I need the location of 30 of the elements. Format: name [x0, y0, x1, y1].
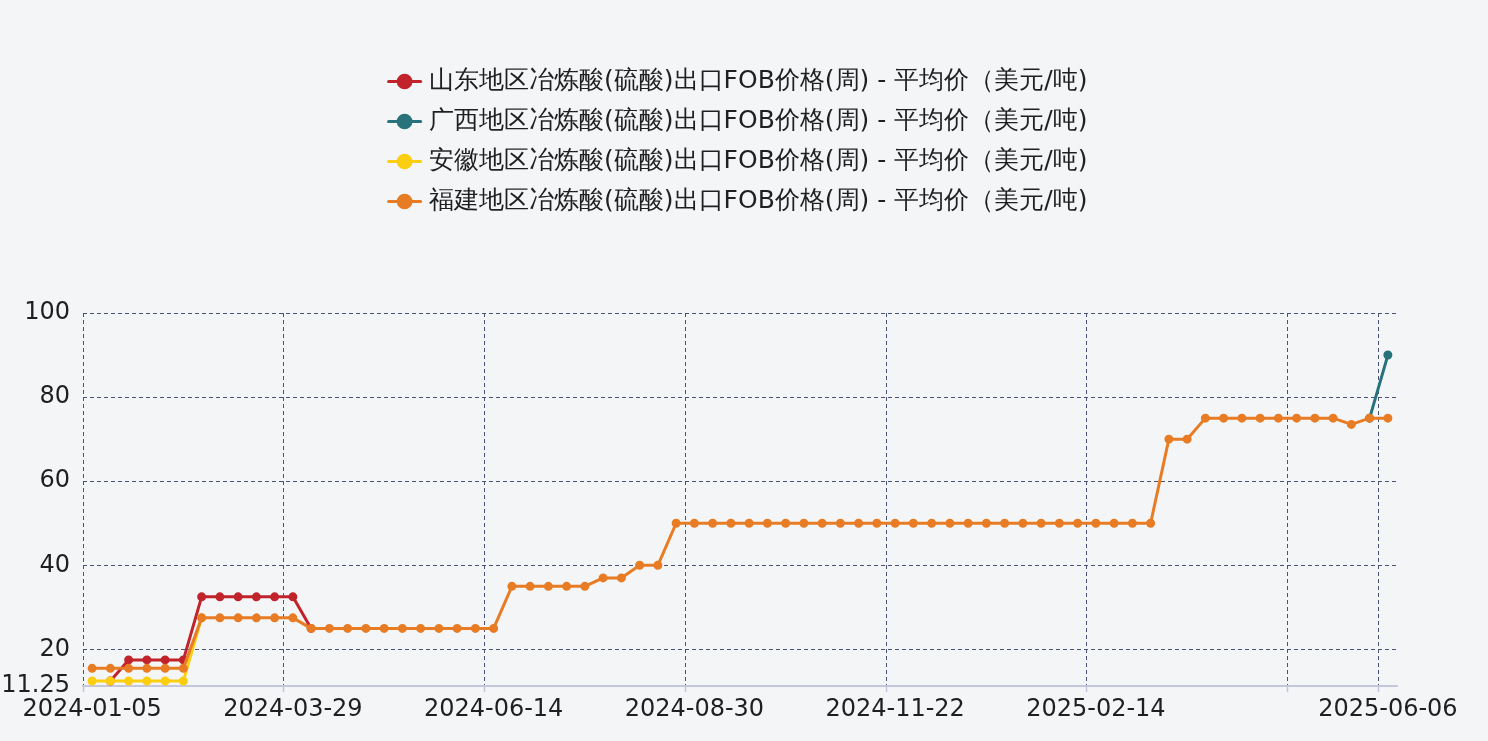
x-tick-label: 2024-06-14 — [423, 693, 564, 722]
point — [124, 676, 134, 686]
y-tick-label: 80 — [39, 381, 70, 410]
point — [87, 676, 97, 686]
point — [142, 676, 152, 686]
x-tick-label: 2025-06-06 — [1318, 693, 1458, 722]
point — [160, 655, 170, 665]
x-tick-label: 2024-11-22 — [825, 693, 965, 722]
y-tick-label: 100 — [24, 297, 70, 326]
x-tick-label: 2024-08-30 — [624, 693, 765, 722]
legend-label: 福建地区冶炼酸(硫酸)出口FOB价格(周) - 平均价（美元/吨) — [429, 185, 1088, 214]
point — [215, 592, 225, 602]
y-tick-label: 20 — [39, 633, 70, 662]
legend-label: 广西地区冶炼酸(硫酸)出口FOB价格(周) - 平均价（美元/吨) — [429, 105, 1088, 134]
y-tick-label: 60 — [39, 465, 70, 494]
point — [251, 592, 261, 602]
y-tick-label: 40 — [39, 549, 70, 578]
legend-label: 安徽地区冶炼酸(硫酸)出口FOB价格(周) - 平均价（美元/吨) — [429, 145, 1088, 174]
x-tick-label: 2024-03-29 — [223, 693, 363, 722]
point — [178, 676, 188, 686]
point — [142, 655, 152, 665]
point — [288, 592, 298, 602]
legend-label: 山东地区冶炼酸(硫酸)出口FOB价格(周) - 平均价（美元/吨) — [429, 65, 1088, 94]
point — [197, 592, 207, 602]
point — [160, 676, 170, 686]
point — [124, 655, 134, 665]
point — [270, 592, 280, 602]
point — [233, 592, 243, 602]
point — [1383, 350, 1393, 360]
x-tick-label: 2025-02-14 — [1026, 693, 1166, 722]
